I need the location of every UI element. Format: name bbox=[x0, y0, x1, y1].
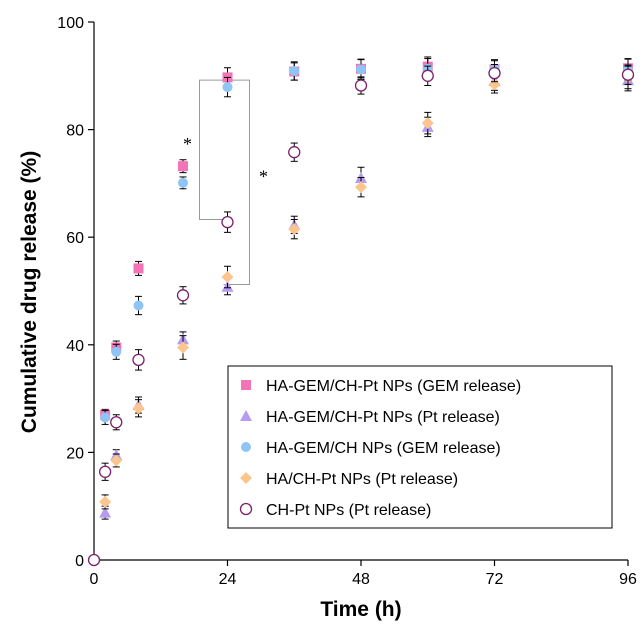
y-tick-label: 0 bbox=[75, 553, 84, 570]
significance-star: * bbox=[259, 166, 268, 186]
y-tick-label: 40 bbox=[66, 338, 84, 355]
data-point bbox=[488, 66, 501, 80]
data-point bbox=[98, 465, 112, 478]
legend-label: HA-GEM/CH-Pt NPs (Pt release) bbox=[266, 409, 500, 426]
x-axis-title: Time (h) bbox=[320, 598, 401, 621]
significance-star: * bbox=[183, 134, 192, 154]
data-point bbox=[99, 506, 112, 518]
legend-label: HA-GEM/CH-Pt NPs (GEM release) bbox=[266, 378, 521, 395]
series-5 bbox=[87, 64, 635, 567]
x-tick-label: 72 bbox=[486, 571, 504, 588]
axes: 0 20 40 60 80 100 0 24 48 72 96 bbox=[57, 15, 637, 588]
data-point bbox=[621, 68, 635, 81]
data-series bbox=[87, 56, 635, 567]
data-point bbox=[356, 64, 366, 75]
data-point bbox=[222, 82, 233, 93]
legend-marker bbox=[240, 410, 252, 421]
data-point bbox=[111, 346, 122, 357]
data-point bbox=[99, 495, 112, 508]
x-tick-label: 48 bbox=[352, 571, 370, 588]
data-point bbox=[133, 300, 144, 311]
legend-marker bbox=[240, 472, 252, 484]
data-point bbox=[288, 223, 301, 236]
legend-label: CH-Pt NPs (Pt release) bbox=[266, 502, 431, 519]
data-point bbox=[221, 215, 234, 229]
data-point bbox=[110, 454, 123, 467]
legend-marker bbox=[241, 442, 251, 452]
y-tick-label: 100 bbox=[57, 15, 84, 32]
significance-annotations: ** bbox=[183, 79, 268, 286]
data-point bbox=[133, 263, 144, 274]
data-point bbox=[355, 181, 367, 194]
data-point bbox=[178, 177, 188, 188]
y-axis-title: Cumulative drug release (%) bbox=[18, 151, 41, 433]
y-tick-label: 80 bbox=[66, 123, 84, 140]
data-point bbox=[100, 412, 111, 423]
data-point bbox=[87, 553, 101, 567]
y-tick-label: 20 bbox=[66, 445, 84, 462]
legend-box bbox=[227, 365, 613, 529]
legend-label: HA-GEM/CH NPs (GEM release) bbox=[266, 440, 501, 457]
data-point bbox=[288, 146, 301, 159]
data-point bbox=[221, 271, 234, 284]
legend-marker bbox=[241, 380, 251, 390]
data-point bbox=[132, 402, 145, 415]
data-point bbox=[132, 353, 145, 367]
data-point bbox=[177, 341, 189, 354]
data-point bbox=[110, 416, 123, 429]
significance-bracket bbox=[199, 79, 224, 220]
x-tick-label: 24 bbox=[219, 571, 237, 588]
data-point bbox=[178, 161, 188, 172]
data-point bbox=[421, 117, 434, 130]
data-point bbox=[176, 289, 190, 302]
x-tick-label: 96 bbox=[619, 571, 637, 588]
data-point bbox=[354, 79, 368, 92]
legend-marker bbox=[239, 502, 253, 516]
data-point bbox=[289, 65, 300, 76]
x-tick-label: 0 bbox=[90, 571, 99, 588]
y-tick-label: 60 bbox=[66, 230, 84, 247]
legend: HA-GEM/CH-Pt NPs (GEM release) HA-GEM/CH-… bbox=[227, 365, 613, 529]
legend-label: HA/CH-Pt NPs (Pt release) bbox=[266, 471, 458, 488]
data-point bbox=[421, 69, 434, 82]
significance-bracket bbox=[223, 79, 250, 286]
